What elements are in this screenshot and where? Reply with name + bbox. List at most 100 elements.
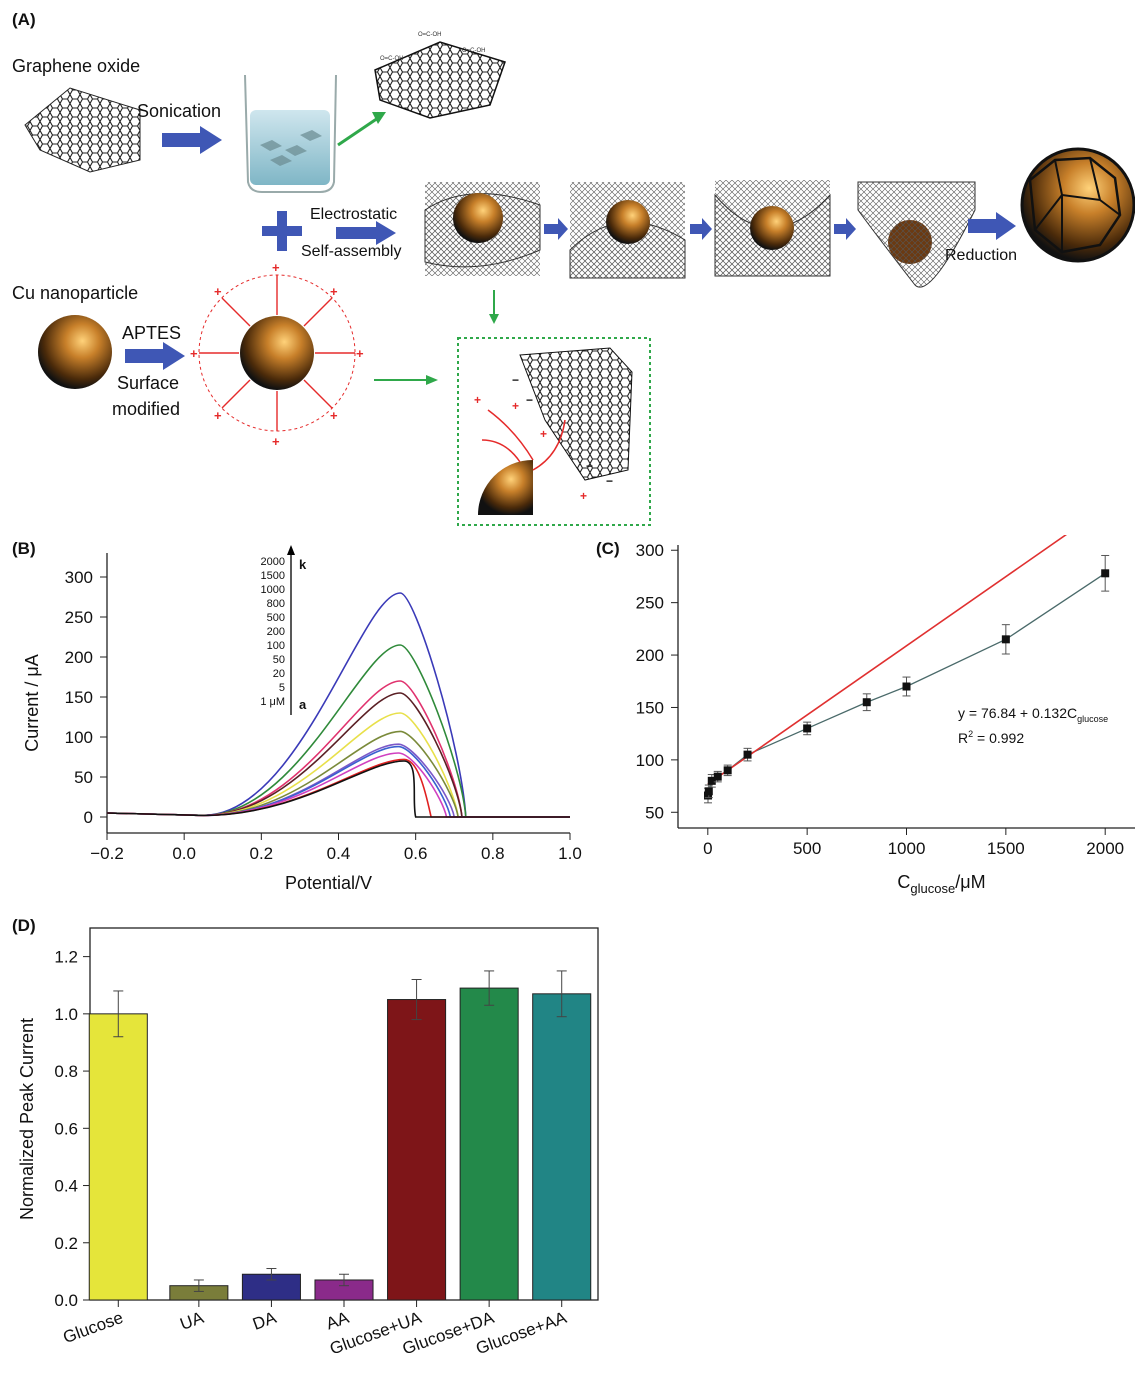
svg-text:+: + [272, 434, 280, 449]
panel-c: (C) 0 500 1000 1500 2000 50 100 150 200 250 300 Cgl… [590, 535, 1135, 910]
y-axis-label: Normalized Peak Current [17, 1018, 37, 1220]
svg-text:−: − [606, 474, 613, 488]
x-axis-label-main: C [897, 872, 910, 892]
legend-entry: 1 μM [260, 696, 285, 708]
cu-nanoparticle-icon [38, 315, 112, 389]
y-tick-label: 250 [636, 594, 664, 613]
svg-text:+: + [330, 284, 338, 299]
x-tick-label: 0 [703, 839, 712, 858]
modified-label: modified [112, 399, 181, 419]
y-tick-label: 0.2 [54, 1234, 78, 1253]
plus-icon [262, 211, 302, 251]
selectivity-bar-chart: 0.0 0.2 0.4 0.6 0.8 1.0 1.2 Normalized Peak Cur… [17, 927, 599, 1359]
legend-top-label: k [299, 557, 307, 572]
svg-text:O=C-OH: O=C-OH [462, 48, 486, 54]
aptes-modified-cu-icon: + + + + + + + + [190, 260, 364, 449]
legend-arrow-icon [287, 545, 295, 555]
cv-curve-series [106, 680, 570, 818]
svg-text:+: + [214, 408, 222, 423]
y-tick-label: 0 [84, 808, 93, 827]
assembly-stage-2 [569, 182, 686, 279]
y-tick-label: 250 [65, 608, 93, 627]
y-tick-label: 200 [636, 646, 664, 665]
cv-curve-series [106, 644, 570, 818]
x-tick-label: 1.0 [558, 844, 582, 863]
y-tick-label: 0.6 [54, 1119, 78, 1138]
r-squared-value: = 0.992 [973, 730, 1024, 746]
y-tick-label: 150 [65, 688, 93, 707]
y-tick-label: 200 [65, 648, 93, 667]
panel-b-label: (B) [12, 539, 36, 558]
panel-d: (D) 0.0 0.2 0.4 0.6 0.8 1.0 1.2 Normalized Peak… [0, 910, 640, 1385]
cv-curve-series [106, 758, 570, 818]
graphene-oxide-sheet-icon [24, 87, 141, 173]
reduction-arrow-icon [968, 212, 1016, 240]
data-point [713, 772, 722, 781]
y-tick-label: 50 [645, 803, 664, 822]
bar [532, 993, 592, 1301]
surface-label: Surface [117, 373, 180, 393]
svg-text:+: + [272, 260, 280, 275]
cv-curve-series [106, 592, 570, 818]
x-tick-label: AA [324, 1308, 352, 1334]
x-tick-label: Glucose [61, 1308, 126, 1347]
legend-entry: 5 [279, 682, 285, 694]
x-tick-label: DA [250, 1308, 279, 1334]
data-point [1101, 569, 1110, 578]
y-tick-label: 1.0 [54, 1005, 78, 1024]
stage-arrow-icon [834, 218, 856, 240]
fit-line [707, 535, 1068, 785]
panel-a: (A) [0, 0, 1135, 530]
cv-chart: −0.2 0.0 0.2 0.4 0.6 0.8 1.0 0 50 100 150 200 250 300… [22, 545, 582, 893]
y-tick-label: 50 [74, 768, 93, 787]
assembly-stage-4 [857, 181, 976, 288]
svg-text:+: + [512, 399, 519, 413]
legend-entry: 1500 [261, 570, 285, 582]
functionalized-graphene-sheet-icon: O=C-OH O=C-OH O=C-OH [374, 32, 506, 119]
reduction-label: Reduction [945, 247, 1018, 264]
r-squared-sup: 2 [968, 729, 973, 739]
data-point [902, 682, 911, 691]
plot-frame [89, 927, 599, 1301]
x-tick-label: 0.0 [172, 844, 196, 863]
bar [88, 1013, 148, 1301]
aptes-label: APTES [122, 323, 182, 343]
x-tick-label: 2000 [1086, 839, 1124, 858]
cu-nanoparticle-label: Cu nanoparticle [12, 283, 139, 303]
panel-c-label: (C) [596, 539, 620, 558]
down-arrow-icon [489, 290, 499, 324]
data-point [707, 776, 716, 785]
schematic-figure: O=C-OH O=C-OH O=C-OH [24, 32, 1135, 526]
legend-bottom-label: a [299, 697, 307, 712]
fit-equation-sub: glucose [1077, 714, 1108, 724]
panel-a-label: (A) [12, 10, 36, 29]
legend-entry: 20 [273, 668, 285, 680]
svg-text:+: + [330, 408, 338, 423]
cv-curve-series [106, 752, 570, 818]
svg-text:+: + [580, 489, 587, 503]
panel-b: (B) −0.2 0.0 0.2 0.4 0.6 0.8 1.0 0 50 100 150 200 25… [0, 535, 590, 910]
legend-entry: 2000 [261, 556, 285, 568]
bar [387, 999, 447, 1301]
x-tick-label: 0.2 [250, 844, 274, 863]
aptes-arrow-icon [125, 342, 185, 370]
inset-arrow-icon [374, 375, 438, 385]
stage-arrow-icon [544, 218, 568, 240]
svg-text:+: + [540, 427, 547, 441]
x-tick-label: 0.4 [327, 844, 351, 863]
self-assembly-arrow-icon [336, 221, 396, 245]
data-point [723, 766, 732, 775]
graphene-oxide-label: Graphene oxide [12, 56, 141, 76]
legend-entry: 800 [267, 598, 285, 610]
svg-text:O=C-OH: O=C-OH [418, 32, 442, 38]
svg-text:+: + [474, 393, 481, 407]
cv-curve-series [106, 712, 570, 818]
sonication-arrow-icon [162, 126, 222, 154]
beaker-icon [244, 74, 337, 193]
y-tick-label: 0.4 [54, 1177, 78, 1196]
cv-curve-series [106, 730, 570, 818]
y-axis-label: Current / μA [22, 654, 42, 751]
sonication-label: Sonication [137, 101, 222, 121]
x-tick-label: 500 [793, 839, 821, 858]
data-point [704, 791, 713, 800]
